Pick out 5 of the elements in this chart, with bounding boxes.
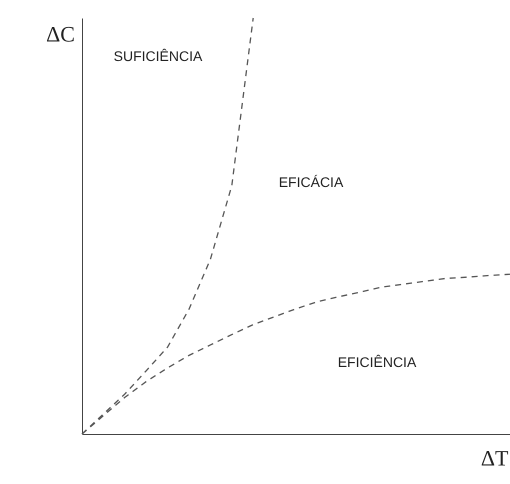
annotation: EFICÁCIA	[278, 174, 344, 190]
x-axis-title: ΔT	[480, 446, 510, 470]
y-axis-title: ΔC	[46, 22, 75, 46]
annotation: SUFICIÊNCIA	[114, 48, 203, 64]
annotation: EFICIÊNCIA	[338, 354, 417, 370]
